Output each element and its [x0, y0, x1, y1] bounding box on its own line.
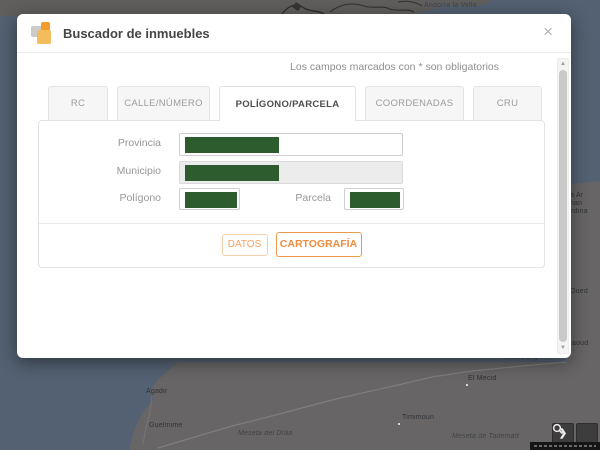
map-label: ardina — [567, 208, 588, 215]
cartografia-button[interactable]: CARTOGRAFÍA — [275, 232, 362, 257]
municipio-label: Municipio — [116, 165, 161, 177]
map-label: da Ar — [566, 192, 584, 199]
header-divider — [17, 52, 571, 53]
parcela-label: Parcela — [295, 192, 331, 204]
map-attribution-bar — [530, 442, 600, 450]
municipio-input[interactable] — [179, 161, 403, 184]
dialog-title: Buscador de inmuebles — [63, 26, 210, 41]
tab-cru[interactable]: CRU — [473, 86, 542, 120]
tab-poligono-parcela[interactable]: POLÍGONO/PARCELA — [219, 86, 356, 121]
catastro-logo-icon — [31, 22, 57, 46]
poligono-parcela-form: Provincia Municipio Polígono Parcela DAT… — [38, 120, 545, 268]
map-label: Guelmime — [149, 422, 183, 429]
map-label: El Mecid — [468, 375, 497, 382]
map-toolbar: ❯ — [552, 423, 598, 443]
scroll-up-icon[interactable]: ▲ — [560, 61, 566, 67]
map-search-button[interactable] — [552, 423, 598, 443]
parcela-input[interactable] — [344, 188, 404, 210]
map-label: Agadir — [146, 388, 168, 395]
map-label: Andorra la Vella — [424, 2, 477, 9]
poligono-value-mask — [185, 192, 237, 208]
map-label: Meseta de Tademaït — [452, 433, 520, 440]
required-fields-note: Los campos marcados con * son obligatori… — [290, 61, 499, 73]
map-city-dot — [398, 423, 400, 425]
parcela-value-mask — [350, 192, 400, 208]
scroll-down-icon[interactable]: ▼ — [560, 345, 566, 351]
map-label: tihan — [566, 200, 583, 207]
scrollbar-thumb[interactable] — [559, 70, 567, 342]
map-label: Timimoun — [402, 414, 435, 421]
tab-coordenadas[interactable]: COORDENADAS — [365, 86, 464, 120]
provincia-input[interactable] — [179, 133, 403, 156]
tab-rc[interactable]: RC — [48, 86, 108, 120]
dialog-header: Buscador de inmuebles × — [17, 14, 571, 52]
tab-calle-numero[interactable]: CALLE/NÚMERO — [117, 86, 210, 120]
form-divider — [39, 223, 544, 224]
poligono-input[interactable] — [179, 188, 240, 210]
municipio-value-mask — [185, 165, 279, 181]
map-label: aoud — [572, 340, 589, 347]
dialog-scrollbar[interactable]: ▲ ▼ — [557, 58, 569, 354]
poligono-label: Polígono — [119, 192, 161, 204]
datos-button[interactable]: DATOS — [221, 233, 268, 256]
provincia-label: Provincia — [117, 137, 161, 149]
map-city-dot — [466, 384, 468, 386]
map-label: Meseta del Drâa — [238, 430, 293, 437]
search-tabs: RC CALLE/NÚMERO POLÍGONO/PARCELA COORDEN… — [48, 86, 542, 121]
property-search-dialog: Buscador de inmuebles × Los campos marca… — [17, 14, 571, 358]
form-actions: DATOS CARTOGRAFÍA — [39, 232, 544, 257]
search-icon — [552, 423, 564, 435]
close-icon[interactable]: × — [543, 22, 553, 41]
provincia-value-mask — [185, 137, 279, 153]
map-label: Oued — [570, 288, 588, 295]
